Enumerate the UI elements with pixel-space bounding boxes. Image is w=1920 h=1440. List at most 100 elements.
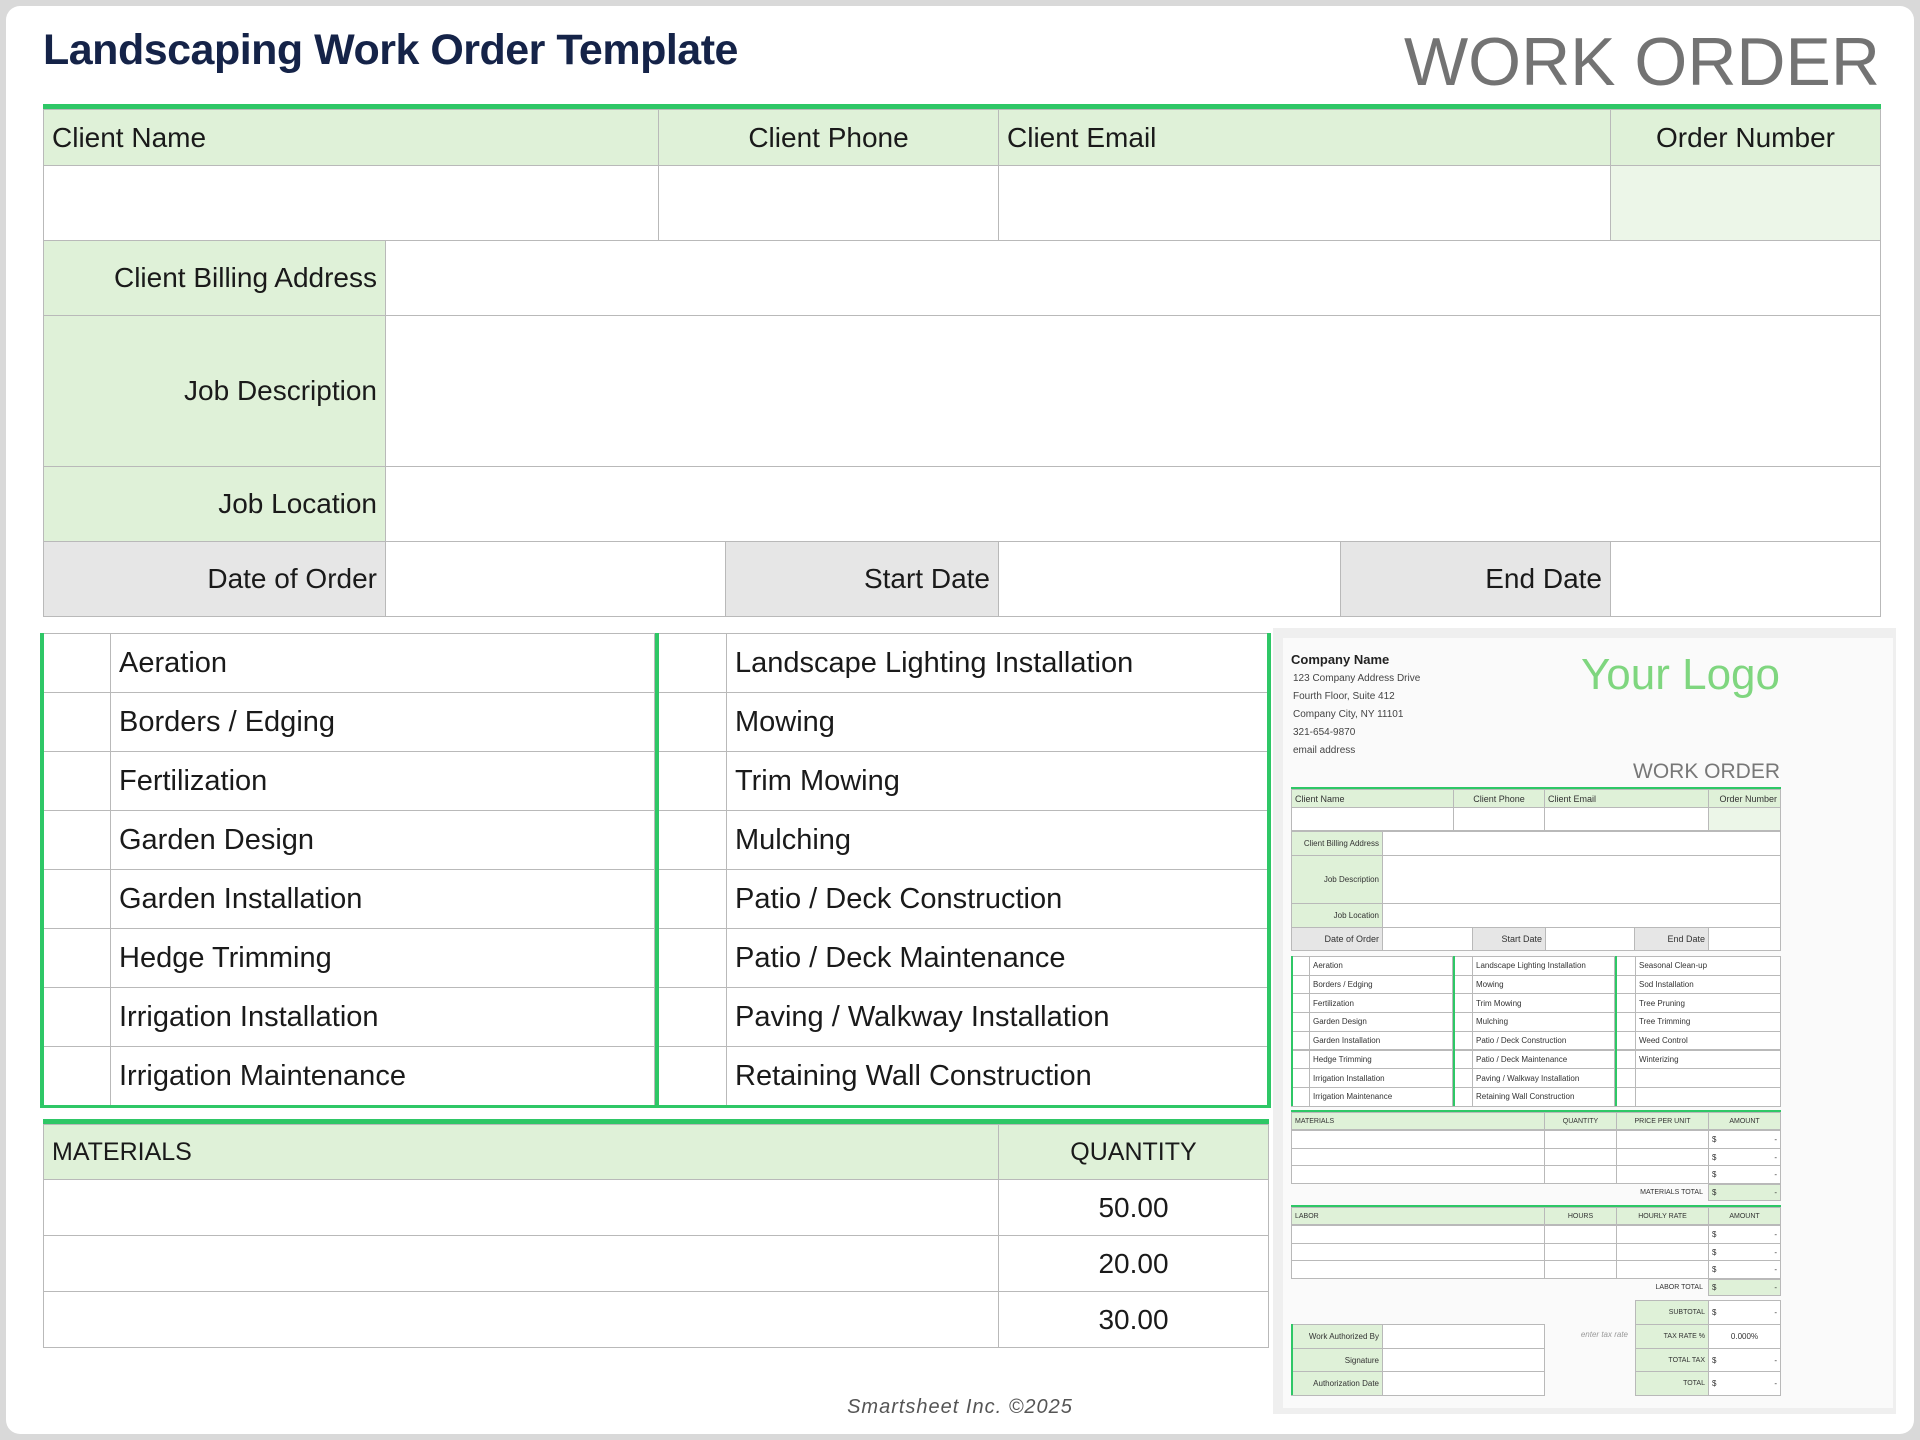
- preview-checkbox: [1453, 956, 1473, 976]
- preview-checkbox: [1615, 974, 1636, 995]
- preview-client-email: Client Email: [1544, 789, 1709, 808]
- preview-client-phone: Client Phone: [1453, 789, 1545, 808]
- preview-cell: [1545, 927, 1635, 951]
- preview-materials-cell: [1291, 1165, 1545, 1185]
- client-email-input[interactable]: [998, 165, 1611, 241]
- order-number-input[interactable]: [1610, 165, 1881, 241]
- preview-checkbox: [1453, 993, 1473, 1014]
- company-address-line: Fourth Floor, Suite 412: [1293, 691, 1395, 702]
- material-input[interactable]: [43, 1179, 999, 1236]
- service-label: Patio / Deck Construction: [726, 869, 1269, 929]
- service-label: Trim Mowing: [726, 751, 1269, 811]
- preview-service-label: Tree Pruning: [1635, 993, 1781, 1014]
- preview-end-date: End Date: [1634, 927, 1709, 951]
- preview-job-location-label: Job Location: [1291, 903, 1383, 928]
- material-input[interactable]: [43, 1291, 999, 1348]
- preview-checkbox: [1453, 1030, 1473, 1051]
- preview-service-label: Garden Installation: [1309, 1030, 1453, 1051]
- job-location-label: Job Location: [43, 466, 386, 542]
- work-order-heading: WORK ORDER: [1404, 24, 1880, 100]
- amount-value: -: [1774, 1134, 1777, 1144]
- end-date-input[interactable]: [1610, 541, 1881, 617]
- service-checkbox[interactable]: [43, 810, 111, 870]
- service-checkbox[interactable]: [43, 751, 111, 811]
- amount-value: -: [1774, 1283, 1777, 1292]
- preview-checklist-bar: [1615, 956, 1617, 1106]
- preview-checkbox: [1615, 1012, 1636, 1032]
- preview-labor-amount: $ -: [1708, 1260, 1781, 1280]
- quantity-header: QUANTITY: [998, 1124, 1269, 1180]
- preview-materials-cell: [1616, 1147, 1709, 1167]
- billing-address-label: Client Billing Address: [43, 240, 386, 316]
- billing-address-input[interactable]: [385, 240, 1881, 316]
- preview-start-date: Start Date: [1472, 927, 1546, 951]
- service-checkbox[interactable]: [658, 633, 727, 693]
- preview-checkbox: [1291, 1012, 1310, 1032]
- preview-labor-amount: $ -: [1708, 1242, 1781, 1262]
- client-phone-input[interactable]: [658, 165, 999, 241]
- service-checkbox[interactable]: [43, 633, 111, 693]
- preview-service-label: Irrigation Maintenance: [1309, 1086, 1453, 1107]
- preview-service-label: Winterizing: [1635, 1049, 1781, 1070]
- currency-symbol: $: [1712, 1229, 1717, 1239]
- preview-materials-col2-header: QUANTITY: [1544, 1112, 1617, 1130]
- service-checkbox[interactable]: [658, 810, 727, 870]
- service-checkbox[interactable]: [658, 1046, 727, 1106]
- amount-value: -: [1774, 1265, 1777, 1275]
- preview-labor-cell: [1616, 1242, 1709, 1262]
- amount-value: -: [1774, 1170, 1777, 1180]
- service-checkbox[interactable]: [658, 928, 727, 988]
- preview-accent-line: [1291, 787, 1781, 789]
- materials-header: MATERIALS: [43, 1124, 999, 1180]
- preview-labor-accent-line: [1291, 1205, 1781, 1207]
- job-location-input[interactable]: [385, 466, 1881, 542]
- start-date-input[interactable]: [998, 541, 1341, 617]
- quantity-input[interactable]: 20.00: [998, 1235, 1269, 1292]
- amount-value: -: [1774, 1355, 1777, 1365]
- company-name: Company Name: [1291, 652, 1390, 667]
- date-of-order-input[interactable]: [385, 541, 726, 617]
- preview-service-label: [1635, 1068, 1781, 1088]
- preview-materials-amount: $ -: [1708, 1130, 1781, 1149]
- amount-value: -: [1774, 1188, 1777, 1197]
- client-name-input[interactable]: [43, 165, 659, 241]
- preview-service-label: Hedge Trimming: [1309, 1049, 1453, 1070]
- service-checkbox[interactable]: [43, 987, 111, 1047]
- quantity-input[interactable]: 50.00: [998, 1179, 1269, 1236]
- preview-total-tax-label: TOTAL TAX: [1635, 1348, 1709, 1373]
- service-checkbox[interactable]: [658, 987, 727, 1047]
- service-checkbox[interactable]: [658, 751, 727, 811]
- page-title: Landscaping Work Order Template: [43, 26, 738, 74]
- preview-auth-bar: [1291, 1324, 1293, 1395]
- preview-service-label: Weed Control: [1635, 1030, 1781, 1051]
- service-label: Garden Installation: [110, 869, 655, 929]
- preview-cell: [1544, 807, 1709, 831]
- preview-labor-col3-header: HOURLY RATE: [1616, 1207, 1709, 1225]
- currency-symbol: $: [1712, 1283, 1717, 1292]
- materials-accent-line: [43, 1119, 1269, 1124]
- preview-client-name: Client Name: [1291, 789, 1454, 808]
- service-checkbox[interactable]: [43, 869, 111, 929]
- preview-cell: [1291, 807, 1454, 831]
- client-email-label: Client Email: [998, 109, 1611, 166]
- preview-materials-header: MATERIALS: [1291, 1112, 1545, 1130]
- service-checkbox[interactable]: [43, 928, 111, 988]
- start-date-label: Start Date: [725, 541, 999, 617]
- service-checkbox[interactable]: [658, 692, 727, 752]
- preview-checkbox: [1291, 1049, 1310, 1070]
- preview-materials-col3-header: PRICE PER UNIT: [1616, 1112, 1709, 1130]
- currency-symbol: $: [1712, 1170, 1717, 1180]
- service-checkbox[interactable]: [43, 1046, 111, 1106]
- preview-checkbox: [1291, 956, 1310, 976]
- job-description-label: Job Description: [43, 315, 386, 467]
- job-description-input[interactable]: [385, 315, 1881, 467]
- quantity-input[interactable]: 30.00: [998, 1291, 1269, 1348]
- client-phone-label: Client Phone: [658, 109, 999, 166]
- preview-cell: [1382, 855, 1781, 904]
- preview-checkbox: [1291, 1068, 1310, 1088]
- service-checkbox[interactable]: [43, 692, 111, 752]
- material-input[interactable]: [43, 1235, 999, 1292]
- service-checkbox[interactable]: [658, 869, 727, 929]
- amount-value: -: [1774, 1307, 1777, 1317]
- amount-value: -: [1774, 1229, 1777, 1239]
